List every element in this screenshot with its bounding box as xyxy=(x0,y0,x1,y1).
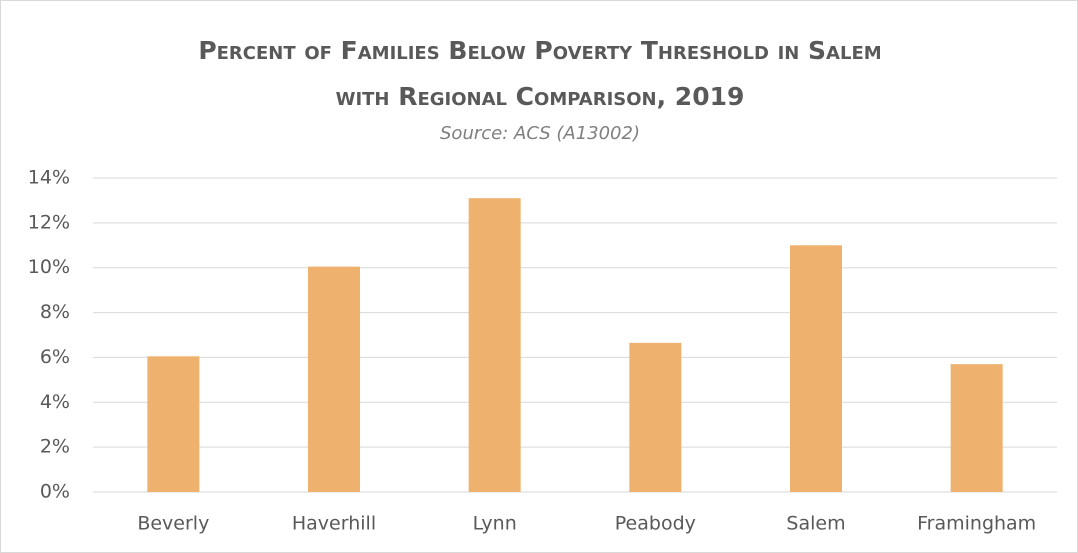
y-tick-label: 8% xyxy=(40,301,70,323)
bar xyxy=(308,266,360,492)
bar xyxy=(468,198,521,492)
x-tick-label: Haverhill xyxy=(292,513,376,535)
y-tick-label: 6% xyxy=(40,346,70,368)
chart-subtitle: Source: ACS (A13002) xyxy=(440,123,640,144)
x-tick-label: Lynn xyxy=(473,513,517,535)
x-tick-label: Beverly xyxy=(137,513,209,535)
y-tick-label: 14% xyxy=(28,167,70,189)
bar xyxy=(790,245,842,492)
x-tick-label: Peabody xyxy=(615,513,696,535)
y-tick-label: 2% xyxy=(40,436,70,458)
x-tick-label: Salem xyxy=(786,513,845,535)
x-tick-label: Framingham xyxy=(917,513,1036,535)
bar xyxy=(147,356,200,492)
y-tick-label: 10% xyxy=(28,256,70,278)
chart-title: with Regional Comparison, 2019 xyxy=(336,82,745,111)
bar xyxy=(629,342,682,492)
bar xyxy=(950,364,1003,492)
y-tick-label: 12% xyxy=(28,211,70,233)
chart-title: Percent of Families Below Poverty Thresh… xyxy=(198,36,881,65)
y-tick-label: 0% xyxy=(40,481,70,503)
y-tick-label: 4% xyxy=(40,391,70,413)
